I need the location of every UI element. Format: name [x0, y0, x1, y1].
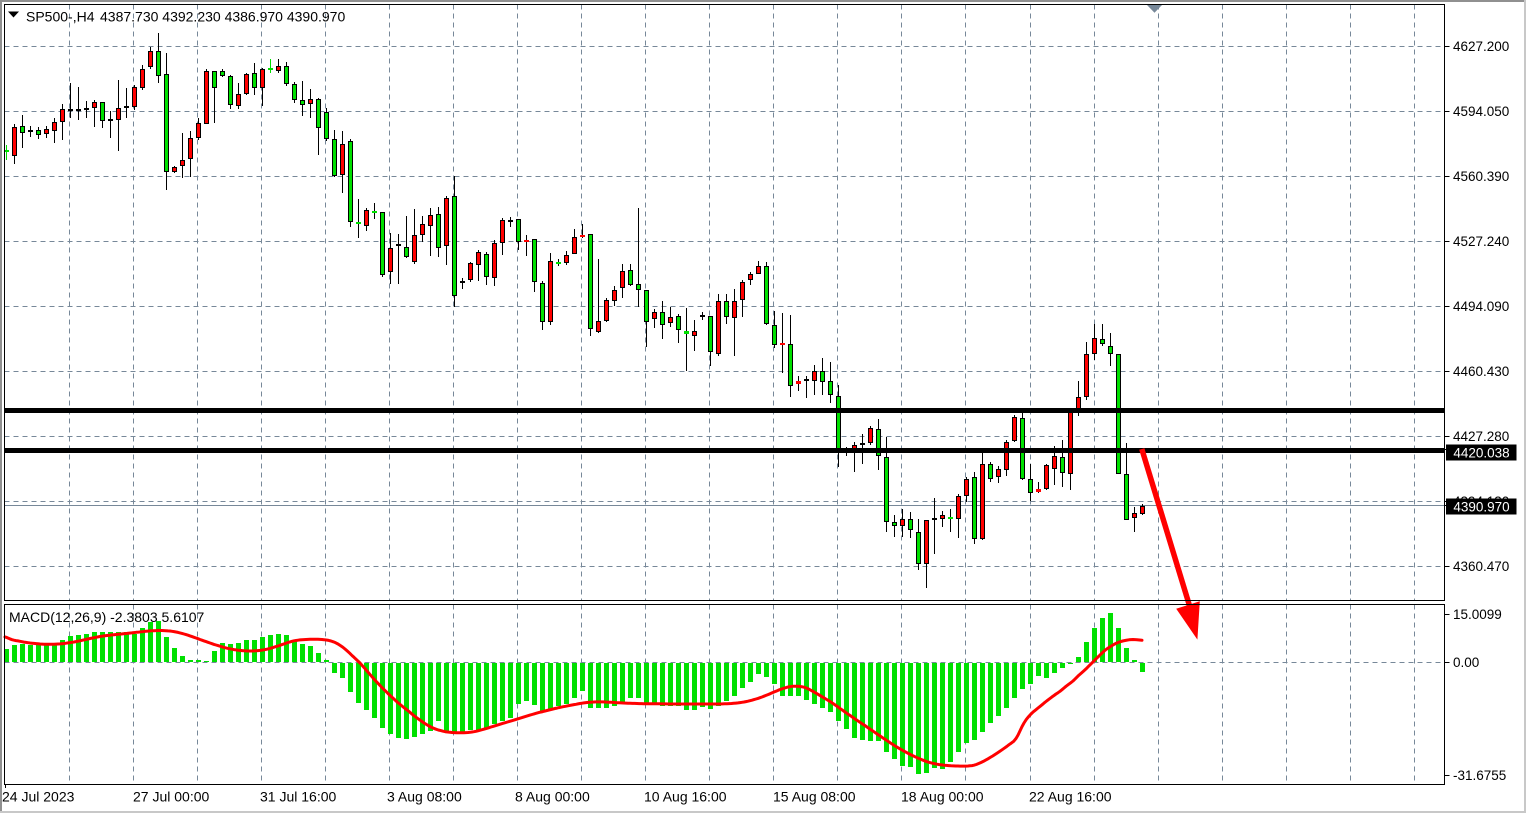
svg-text:SP500-,H4: SP500-,H4 [26, 9, 95, 25]
svg-text:8 Aug 00:00: 8 Aug 00:00 [515, 789, 590, 805]
svg-text:22 Aug 16:00: 22 Aug 16:00 [1029, 789, 1112, 805]
svg-text:4387.730 4392.230 4386.970 439: 4387.730 4392.230 4386.970 4390.970 [100, 9, 345, 25]
svg-text:0.00: 0.00 [1453, 655, 1479, 670]
svg-text:MACD(12,26,9) -2.3803 5.6107: MACD(12,26,9) -2.3803 5.6107 [9, 609, 205, 625]
svg-text:31 Jul 16:00: 31 Jul 16:00 [260, 789, 336, 805]
svg-text:4627.200: 4627.200 [1453, 39, 1509, 54]
svg-text:27 Jul 00:00: 27 Jul 00:00 [133, 789, 209, 805]
svg-text:4494.090: 4494.090 [1453, 299, 1509, 314]
svg-text:4460.430: 4460.430 [1453, 364, 1509, 379]
svg-text:18 Aug 00:00: 18 Aug 00:00 [901, 789, 984, 805]
svg-text:4560.390: 4560.390 [1453, 169, 1509, 184]
svg-text:3 Aug 08:00: 3 Aug 08:00 [387, 789, 462, 805]
svg-text:4427.280: 4427.280 [1453, 429, 1509, 444]
svg-text:4420.038: 4420.038 [1453, 446, 1509, 461]
svg-text:10 Aug 16:00: 10 Aug 16:00 [644, 789, 727, 805]
svg-text:15 Aug 08:00: 15 Aug 08:00 [773, 789, 856, 805]
svg-text:24 Jul 2023: 24 Jul 2023 [2, 789, 75, 805]
svg-text:4594.050: 4594.050 [1453, 104, 1509, 119]
svg-text:4360.470: 4360.470 [1453, 559, 1509, 574]
svg-text:15.0099: 15.0099 [1453, 607, 1502, 622]
svg-text:4390.970: 4390.970 [1453, 500, 1509, 515]
svg-text:-31.6755: -31.6755 [1453, 768, 1506, 783]
svg-text:4527.240: 4527.240 [1453, 234, 1509, 249]
